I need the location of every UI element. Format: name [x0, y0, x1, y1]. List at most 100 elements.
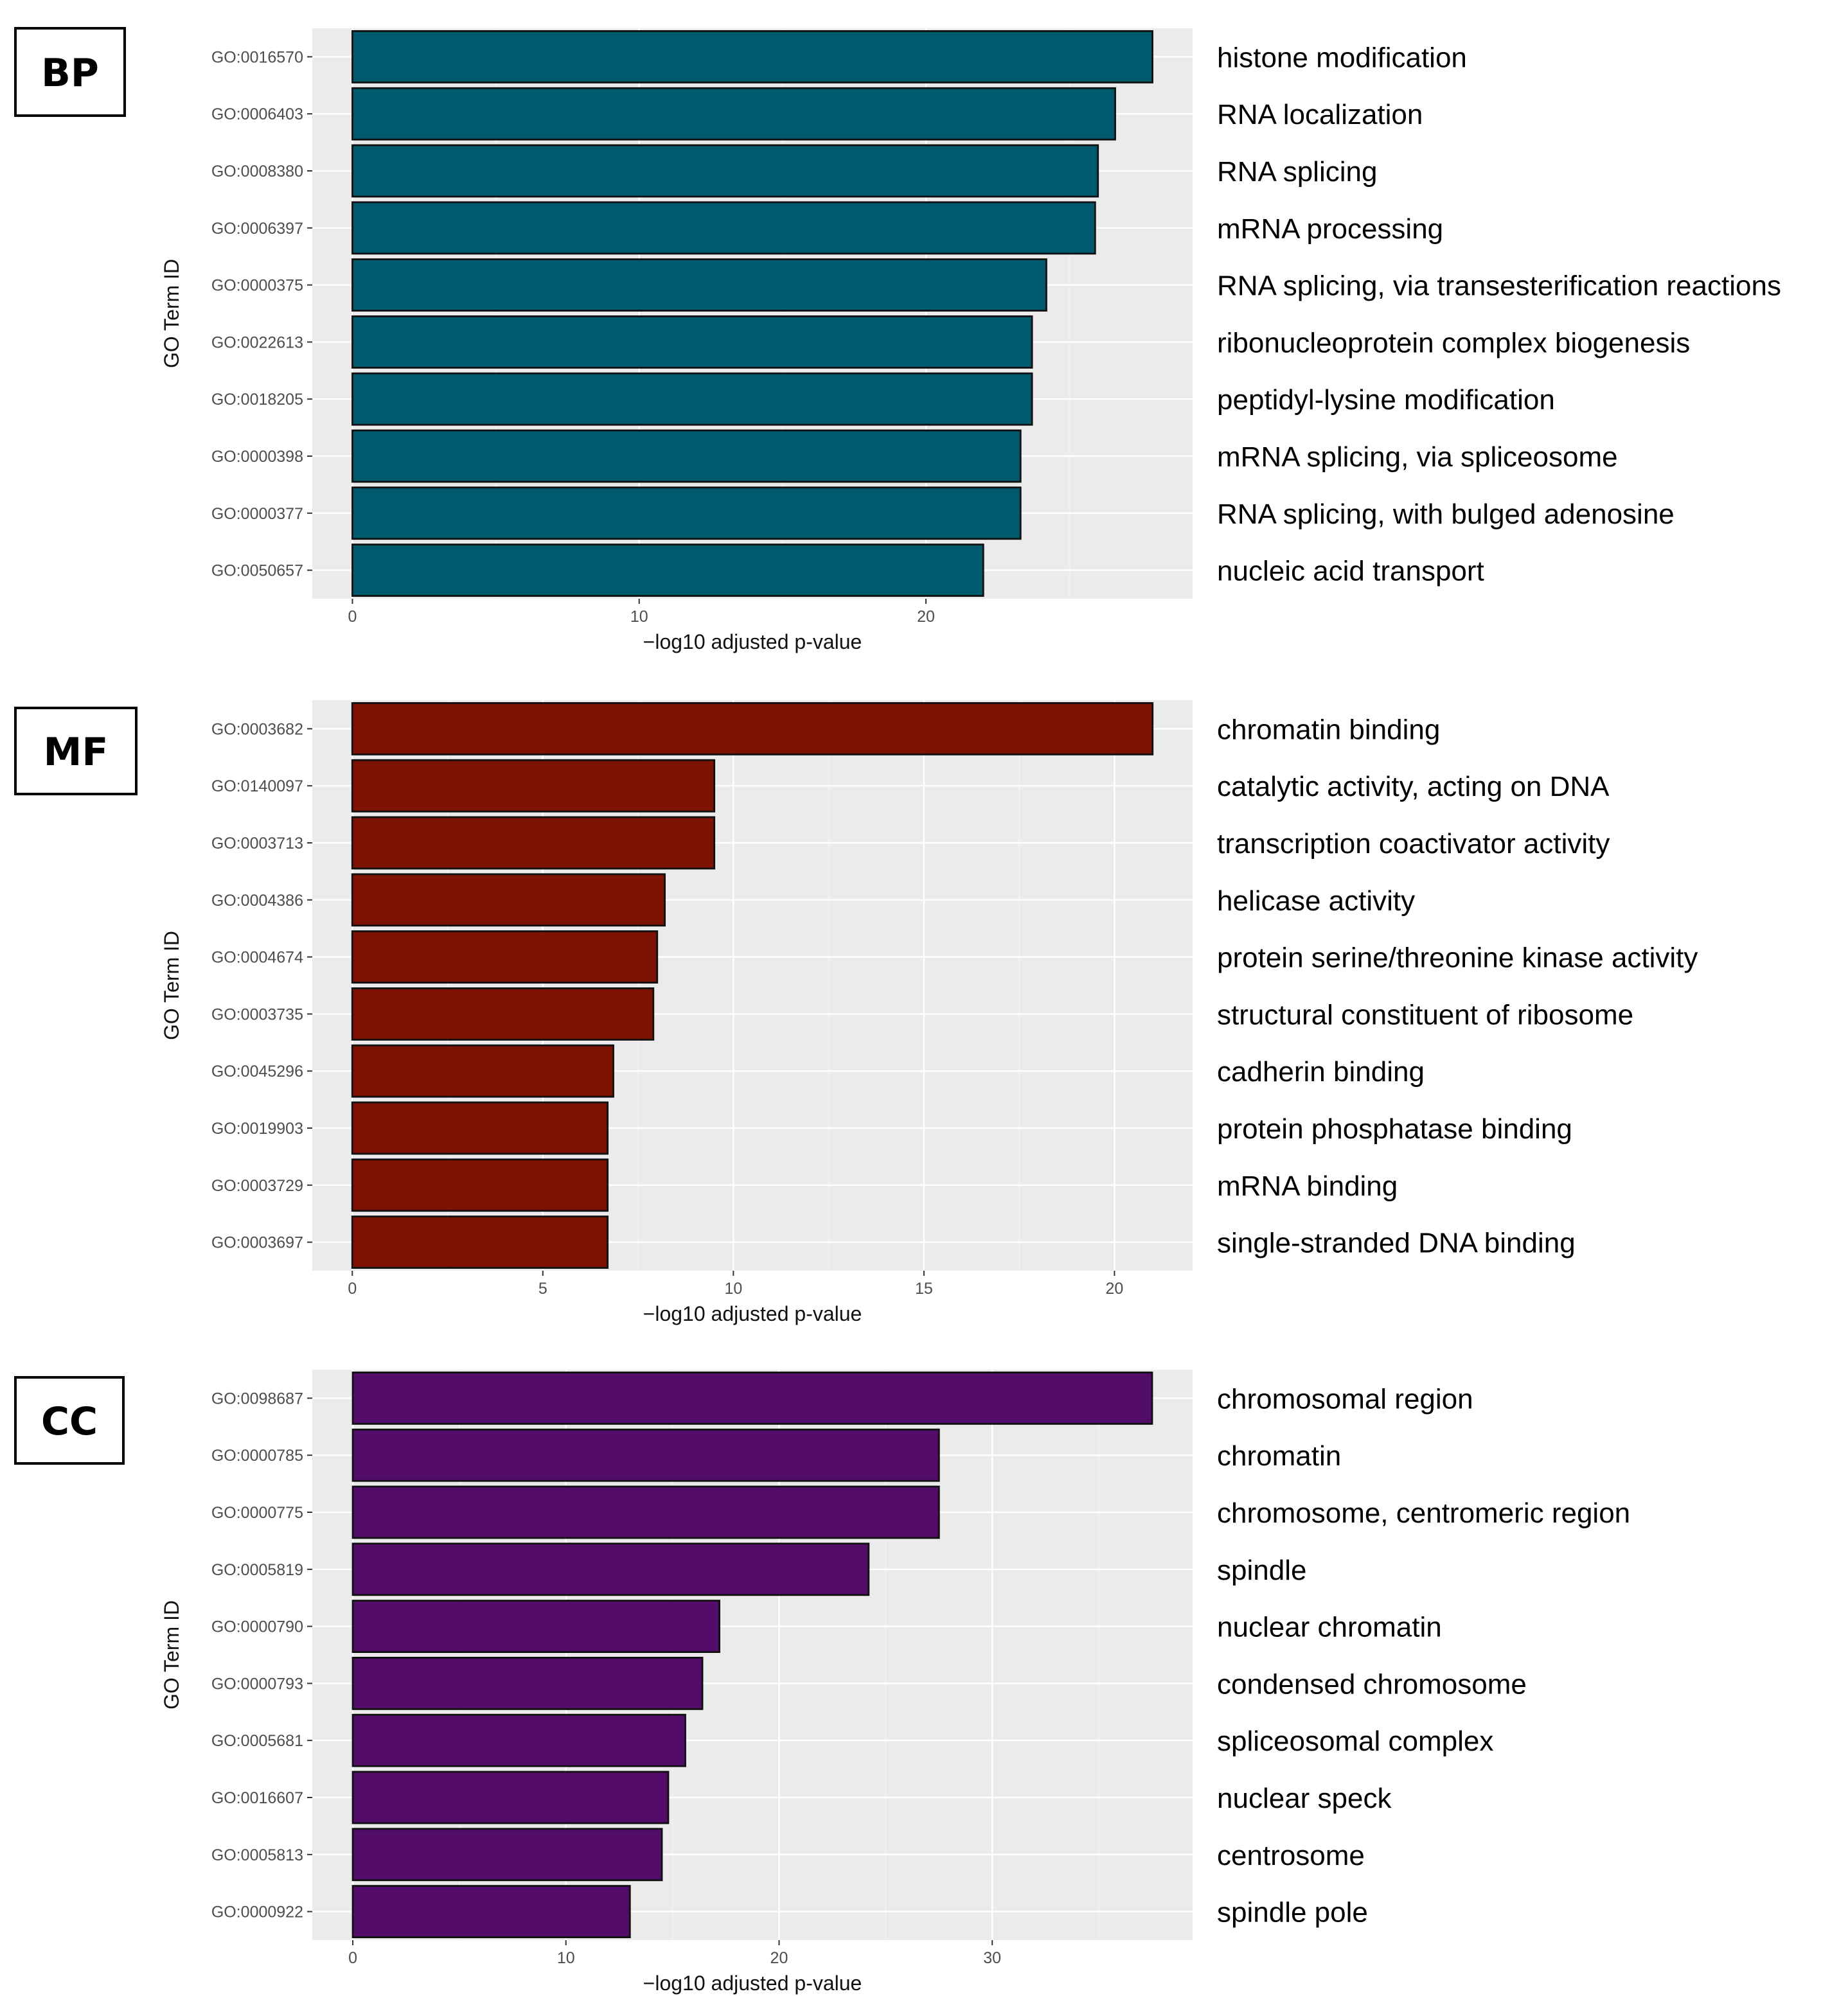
x-tick-label: 0 [348, 1949, 357, 1967]
bar [351, 816, 716, 870]
panel-bp: BP GO:0016570 histone modification GO:00064… [14, 27, 1781, 653]
y-tick-label: GO:0050657 [211, 562, 303, 580]
term-description: histone modification [1217, 42, 1467, 73]
panel-label-box [14, 27, 126, 117]
term-description: spliceosomal complex [1217, 1726, 1493, 1757]
term-description: RNA splicing, with bulged adenosine [1217, 499, 1675, 530]
y-tick-label: GO:0004674 [211, 949, 303, 967]
bar [351, 486, 1022, 540]
y-tick-label: GO:0003713 [211, 835, 303, 852]
x-tick-label: 0 [348, 608, 357, 626]
y-tick-label: GO:0098687 [211, 1390, 303, 1408]
x-tick-label: 10 [630, 608, 648, 626]
bar [351, 543, 984, 597]
term-description: ribonucleoprotein complex biogenesis [1217, 327, 1690, 358]
term-description: chromosomal region [1217, 1383, 1473, 1415]
bar [351, 1542, 870, 1596]
term-description: transcription coactivator activity [1217, 828, 1610, 860]
y-tick-label: GO:0000377 [211, 505, 303, 523]
term-description: mRNA splicing, via spliceosome [1217, 441, 1618, 473]
term-description: RNA localization [1217, 99, 1423, 130]
bar [351, 1101, 609, 1155]
panel-label: MF [44, 730, 109, 775]
bar [351, 372, 1033, 426]
panel-label-box [14, 1376, 125, 1465]
x-tick-label: 10 [724, 1280, 742, 1298]
y-tick-label: GO:0000775 [211, 1504, 303, 1522]
y-tick-label: GO:0003735 [211, 1005, 303, 1023]
term-description: peptidyl-lysine modification [1217, 384, 1555, 416]
y-tick-label: GO:0022613 [211, 333, 303, 351]
bar [351, 930, 659, 984]
panel-cc: CC GO:0098687 chromosomal region GO:0000785… [14, 1370, 1630, 1995]
term-description: single-stranded DNA binding [1217, 1228, 1576, 1259]
x-tick-label: 20 [917, 608, 935, 626]
bar [351, 1713, 686, 1767]
x-tick-label: 5 [538, 1280, 547, 1298]
bar [351, 873, 666, 927]
x-tick-label: 20 [770, 1949, 788, 1967]
y-tick-label: GO:0016570 [211, 48, 303, 66]
x-axis-title: −log10 adjusted p-value [643, 630, 862, 653]
bar [351, 30, 1153, 84]
y-tick-label: GO:0000793 [211, 1675, 303, 1693]
term-description: helicase activity [1217, 885, 1415, 917]
term-description: structural constituent of ribosome [1217, 999, 1633, 1030]
term-description: cadherin binding [1217, 1056, 1425, 1088]
bar [351, 258, 1047, 312]
y-tick-label: GO:0005681 [211, 1732, 303, 1750]
bar [351, 1656, 704, 1710]
term-description: mRNA binding [1217, 1170, 1398, 1202]
y-tick-label: GO:0045296 [211, 1063, 303, 1081]
y-tick-label: GO:0003697 [211, 1234, 303, 1252]
y-tick-label: GO:0000375 [211, 277, 303, 295]
bar [351, 87, 1116, 141]
term-description: nucleic acid transport [1217, 556, 1484, 587]
bar [351, 1828, 663, 1882]
term-description: protein serine/threonine kinase activity [1217, 942, 1698, 974]
term-description: catalytic activity, acting on DNA [1217, 771, 1610, 802]
y-tick-label: GO:0018205 [211, 391, 303, 409]
y-tick-label: GO:0003729 [211, 1177, 303, 1195]
y-axis-title: GO Term ID [160, 1600, 183, 1709]
y-tick-label: GO:0140097 [211, 777, 303, 795]
bar [351, 1215, 609, 1269]
bar [351, 1485, 940, 1539]
bar [351, 429, 1022, 483]
bar [351, 1371, 1153, 1425]
term-description: nuclear speck [1217, 1783, 1392, 1814]
term-description: condensed chromosome [1217, 1668, 1527, 1700]
term-description: chromosome, centromeric region [1217, 1497, 1630, 1529]
bar [351, 1428, 940, 1482]
y-tick-label: GO:0006397 [211, 220, 303, 238]
y-tick-label: GO:0000785 [211, 1447, 303, 1465]
panel-mf: MF GO:0003682 chromatin binding GO:0140097 c… [14, 700, 1698, 1325]
term-description: spindle [1217, 1555, 1306, 1586]
term-description: RNA splicing, via transesterification re… [1217, 270, 1781, 302]
y-tick-label: GO:0019903 [211, 1120, 303, 1138]
panel-label-box [14, 707, 138, 795]
y-tick-label: GO:0003682 [211, 720, 303, 738]
y-tick-label: GO:0004386 [211, 892, 303, 910]
panel-label: CC [41, 1399, 98, 1444]
y-tick-label: GO:0000790 [211, 1618, 303, 1636]
term-description: centrosome [1217, 1840, 1365, 1871]
x-tick-label: 20 [1106, 1280, 1124, 1298]
bar [351, 1771, 670, 1824]
bar [351, 315, 1033, 369]
y-tick-label: GO:0005819 [211, 1561, 303, 1579]
term-description: nuclear chromatin [1217, 1612, 1442, 1643]
bar [351, 144, 1099, 198]
y-tick-label: GO:0005813 [211, 1846, 303, 1864]
bar [351, 1885, 631, 1939]
x-tick-label: 15 [915, 1280, 933, 1298]
panel-label: BP [41, 51, 99, 96]
term-description: protein phosphatase binding [1217, 1113, 1572, 1145]
term-description: chromatin binding [1217, 714, 1440, 745]
x-axis-title: −log10 adjusted p-value [643, 1302, 862, 1325]
y-axis-title: GO Term ID [160, 259, 183, 368]
term-description: chromatin [1217, 1440, 1341, 1472]
x-tick-label: 10 [557, 1949, 575, 1967]
y-tick-label: GO:0000398 [211, 448, 303, 466]
